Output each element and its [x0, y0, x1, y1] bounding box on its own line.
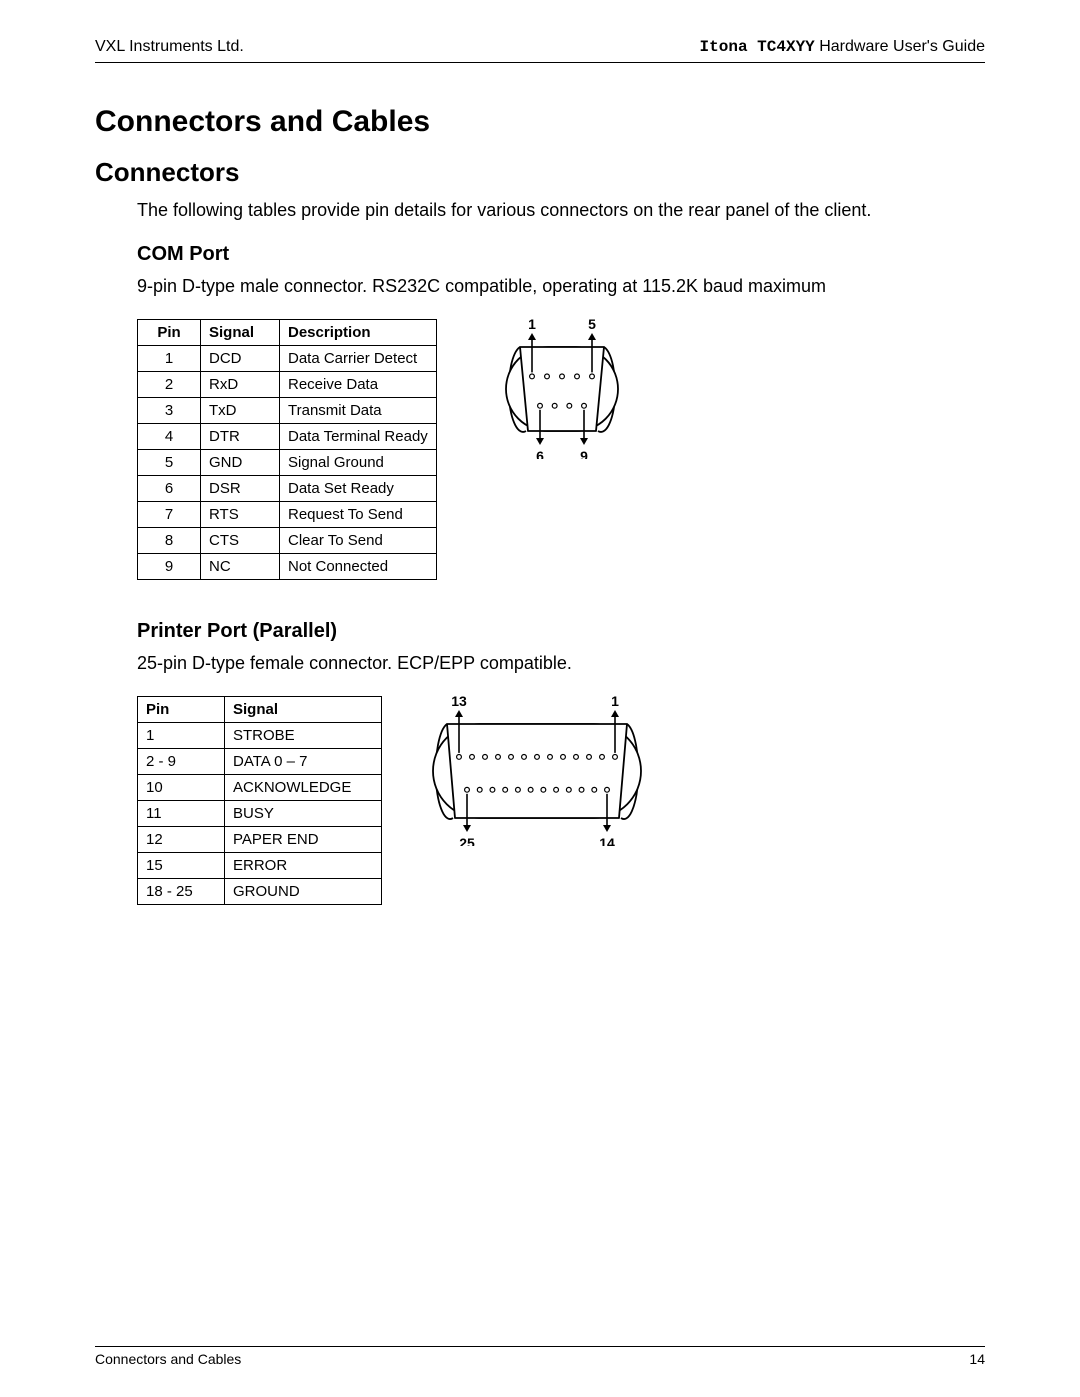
par-desc: 25-pin D-type female connector. ECP/EPP …: [137, 653, 985, 674]
table-cell: 2: [138, 372, 201, 398]
table-header-row: Pin Signal: [138, 697, 382, 723]
table-row: 1STROBE: [138, 723, 382, 749]
table-row: 10ACKNOWLEDGE: [138, 775, 382, 801]
par-block: Pin Signal 1STROBE2 - 9DATA 0 – 710ACKNO…: [137, 696, 985, 905]
table-cell: 10: [138, 775, 225, 801]
com-table: Pin Signal Description 1DCDData Carrier …: [137, 319, 437, 580]
page-footer: Connectors and Cables 14: [95, 1346, 985, 1367]
table-cell: DCD: [201, 346, 280, 372]
table-cell: 7: [138, 502, 201, 528]
table-cell: DTR: [201, 424, 280, 450]
page-header: VXL Instruments Ltd. Itona TC4XYY Hardwa…: [95, 38, 985, 63]
table-cell: Receive Data: [280, 372, 437, 398]
svg-text:1: 1: [528, 319, 536, 332]
table-cell: ERROR: [225, 853, 382, 879]
table-cell: Not Connected: [280, 554, 437, 580]
table-cell: 8: [138, 528, 201, 554]
section-title: Connectors: [95, 157, 985, 188]
table-row: 15ERROR: [138, 853, 382, 879]
table-cell: 1: [138, 723, 225, 749]
intro-text: The following tables provide pin details…: [137, 200, 985, 221]
table-cell: TxD: [201, 398, 280, 424]
table-cell: RxD: [201, 372, 280, 398]
table-cell: 11: [138, 801, 225, 827]
table-row: 11BUSY: [138, 801, 382, 827]
page: VXL Instruments Ltd. Itona TC4XYY Hardwa…: [0, 0, 1080, 1397]
table-row: 9NCNot Connected: [138, 554, 437, 580]
table-cell: GND: [201, 450, 280, 476]
footer-page-number: 14: [969, 1351, 985, 1367]
par-connector-diagram: 13 1 25 14: [422, 696, 652, 851]
col-signal: Signal: [225, 697, 382, 723]
table-cell: Signal Ground: [280, 450, 437, 476]
table-row: 1DCDData Carrier Detect: [138, 346, 437, 372]
table-row: 6DSRData Set Ready: [138, 476, 437, 502]
table-cell: PAPER END: [225, 827, 382, 853]
table-row: 4DTRData Terminal Ready: [138, 424, 437, 450]
table-cell: CTS: [201, 528, 280, 554]
table-row: 8CTSClear To Send: [138, 528, 437, 554]
header-right: Itona TC4XYY Hardware User's Guide: [700, 38, 985, 56]
table-row: 3TxDTransmit Data: [138, 398, 437, 424]
svg-text:6: 6: [536, 448, 544, 459]
col-pin: Pin: [138, 320, 201, 346]
svg-text:9: 9: [580, 448, 588, 459]
header-left: VXL Instruments Ltd.: [95, 38, 244, 56]
svg-text:13: 13: [451, 696, 467, 709]
com-heading: COM Port: [137, 243, 985, 266]
table-cell: Transmit Data: [280, 398, 437, 424]
header-product: Itona TC4XYY: [700, 38, 815, 56]
table-cell: DSR: [201, 476, 280, 502]
chapter-title: Connectors and Cables: [95, 105, 985, 139]
footer-left: Connectors and Cables: [95, 1351, 241, 1367]
table-cell: 12: [138, 827, 225, 853]
table-cell: 15: [138, 853, 225, 879]
table-row: 7RTSRequest To Send: [138, 502, 437, 528]
col-desc: Description: [280, 320, 437, 346]
col-signal: Signal: [201, 320, 280, 346]
table-cell: 6: [138, 476, 201, 502]
table-row: 12PAPER END: [138, 827, 382, 853]
table-cell: 5: [138, 450, 201, 476]
com-desc: 9-pin D-type male connector. RS232C comp…: [137, 276, 985, 297]
table-cell: ACKNOWLEDGE: [225, 775, 382, 801]
table-cell: NC: [201, 554, 280, 580]
par-table: Pin Signal 1STROBE2 - 9DATA 0 – 710ACKNO…: [137, 696, 382, 905]
par-heading: Printer Port (Parallel): [137, 620, 985, 643]
table-row: 18 - 25GROUND: [138, 879, 382, 905]
col-pin: Pin: [138, 697, 225, 723]
table-cell: RTS: [201, 502, 280, 528]
table-row: 2RxDReceive Data: [138, 372, 437, 398]
table-cell: DATA 0 – 7: [225, 749, 382, 775]
com-connector-diagram: 1569: [477, 319, 647, 464]
table-cell: Data Terminal Ready: [280, 424, 437, 450]
svg-text:5: 5: [588, 319, 596, 332]
table-cell: 3: [138, 398, 201, 424]
table-cell: BUSY: [225, 801, 382, 827]
svg-text:25: 25: [459, 835, 475, 846]
svg-text:14: 14: [599, 835, 615, 846]
table-cell: Data Carrier Detect: [280, 346, 437, 372]
table-cell: Data Set Ready: [280, 476, 437, 502]
table-header-row: Pin Signal Description: [138, 320, 437, 346]
table-cell: 4: [138, 424, 201, 450]
table-cell: 18 - 25: [138, 879, 225, 905]
table-cell: Clear To Send: [280, 528, 437, 554]
table-row: 2 - 9DATA 0 – 7: [138, 749, 382, 775]
table-cell: GROUND: [225, 879, 382, 905]
table-cell: 2 - 9: [138, 749, 225, 775]
com-block: Pin Signal Description 1DCDData Carrier …: [137, 319, 985, 580]
svg-text:1: 1: [611, 696, 619, 709]
table-cell: STROBE: [225, 723, 382, 749]
table-cell: 9: [138, 554, 201, 580]
table-cell: Request To Send: [280, 502, 437, 528]
table-row: 5GNDSignal Ground: [138, 450, 437, 476]
table-cell: 1: [138, 346, 201, 372]
header-doc-title: Hardware User's Guide: [815, 38, 985, 55]
